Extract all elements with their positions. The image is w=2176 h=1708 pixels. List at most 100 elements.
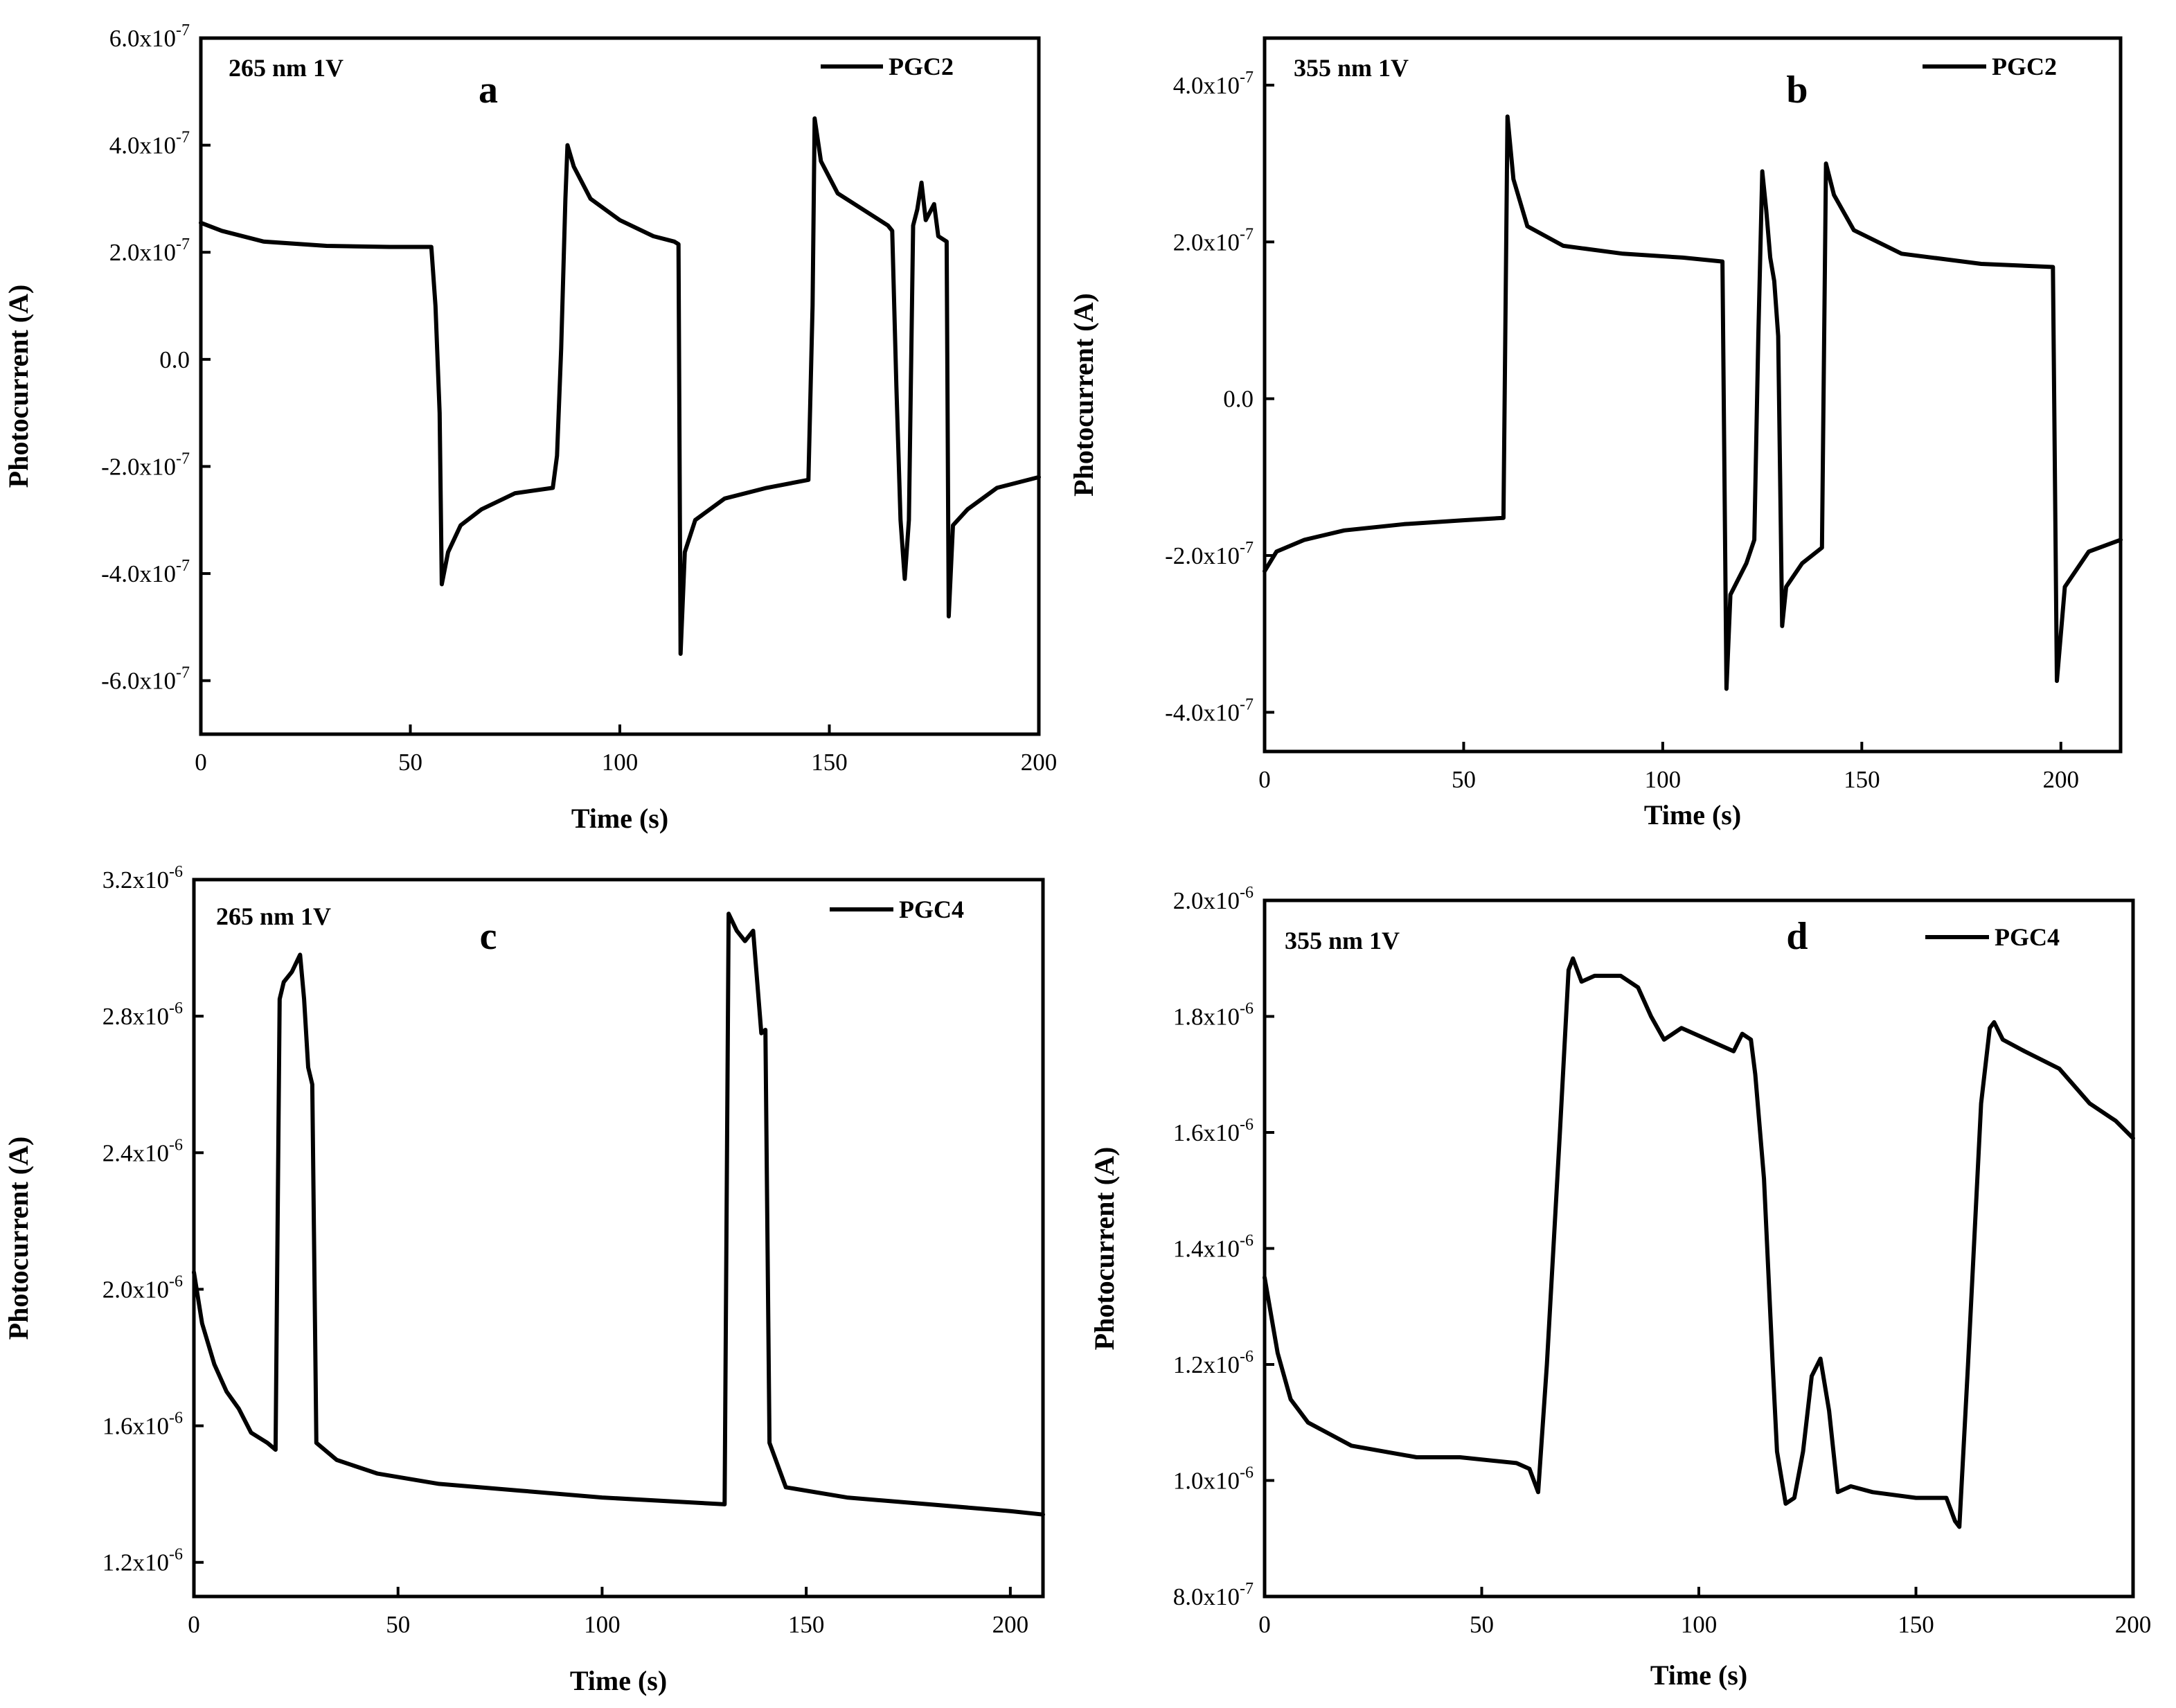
y-tick-mantissa: -4.0x10	[1165, 699, 1240, 726]
y-tick-label: 1.0x10-6	[1173, 1464, 1254, 1495]
y-tick-label: 0.0	[159, 346, 190, 373]
y-tick-label: -4.0x10-7	[101, 557, 190, 587]
y-tick-mantissa: 4.0x10	[1173, 72, 1240, 99]
x-tick-label: 200	[2043, 766, 2080, 793]
y-tick-mantissa: 8.0x10	[1173, 1583, 1240, 1610]
condition-annotation: 265 nm 1V	[229, 54, 344, 82]
y-tick-exponent: -6	[1240, 1232, 1254, 1250]
y-tick-mantissa: 2.4x10	[102, 1139, 169, 1166]
panel-letter: c	[480, 915, 497, 958]
x-axis-label: Time (s)	[1644, 799, 1741, 830]
y-tick-label: -6.0x10-7	[101, 664, 190, 695]
x-tick-label: 50	[1470, 1611, 1494, 1638]
panel-c: 0 50 100 150 2001.2x10-61.6x10-62.0x10-62.4x…	[3, 863, 1045, 1696]
y-tick-mantissa: -4.0x10	[101, 560, 176, 587]
y-tick-exponent: -6	[1240, 884, 1254, 902]
y-tick-label: 8.0x10-7	[1173, 1580, 1254, 1610]
y-tick-label: 2.0x10-7	[109, 235, 190, 266]
x-tick-label: 200	[2115, 1611, 2152, 1638]
legend-label: PGC4	[899, 896, 964, 923]
y-tick-exponent: -7	[176, 21, 190, 39]
y-tick-mantissa: 2.0x10	[109, 239, 176, 266]
y-tick-label: -2.0x10-7	[1165, 539, 1254, 569]
y-tick-label: 1.8x10-6	[1173, 1000, 1254, 1031]
legend-label: PGC4	[1995, 923, 2060, 951]
x-tick-label: 100	[1681, 1611, 1718, 1638]
y-tick-mantissa: -2.0x10	[101, 453, 176, 480]
y-tick-label: 1.6x10-6	[102, 1409, 183, 1440]
condition-annotation: 265 nm 1V	[216, 902, 331, 930]
series-line-pgc2	[1263, 114, 2123, 691]
y-tick-mantissa: 4.0x10	[109, 132, 176, 159]
y-tick-exponent: -6	[169, 1409, 183, 1427]
panel-b: 0 50 100 150 200-4.0x10-7-2.0x10-70.02.0x10-…	[1068, 36, 2123, 830]
y-tick-exponent: -7	[1240, 69, 1254, 87]
y-tick-mantissa: 1.2x10	[1173, 1351, 1240, 1378]
y-axis-label: Photocurrent (A)	[1089, 1147, 1120, 1351]
y-tick-mantissa: -6.0x10	[101, 668, 176, 695]
y-tick-exponent: -7	[176, 129, 190, 147]
y-tick-label: 6.0x10-7	[109, 21, 190, 52]
y-tick-mantissa: 2.0x10	[1173, 229, 1240, 256]
panel-letter: b	[1786, 69, 1808, 112]
y-tick-mantissa: 1.2x10	[102, 1549, 169, 1576]
condition-annotation: 355 nm 1V	[1294, 54, 1409, 82]
plot-frame	[192, 878, 1045, 1599]
panel-d: 0 50 100 150 2008.0x10-71.0x10-61.2x10-61.4x…	[1089, 884, 2151, 1691]
y-tick-mantissa: 0.0	[159, 346, 190, 373]
y-tick-mantissa: 1.4x10	[1173, 1236, 1240, 1263]
y-tick-label: 4.0x10-7	[109, 129, 190, 159]
y-tick-label: 1.2x10-6	[1173, 1348, 1254, 1378]
y-tick-label: -4.0x10-7	[1165, 695, 1254, 726]
y-tick-exponent: -6	[1240, 1348, 1254, 1366]
y-tick-exponent: -6	[169, 999, 183, 1017]
panel-letter: d	[1786, 915, 1808, 958]
panel-a: 0 50 100 150 200-6.0x10-7-4.0x10-7-2.0x10-70…	[3, 21, 1057, 834]
y-tick-exponent: -7	[176, 664, 190, 682]
y-tick-mantissa: -2.0x10	[1165, 542, 1240, 569]
y-tick-mantissa: 0.0	[1223, 386, 1254, 413]
x-tick-label: 0	[1258, 766, 1271, 793]
y-tick-label: 0.0	[1223, 386, 1254, 413]
y-tick-label: 4.0x10-7	[1173, 69, 1254, 99]
y-tick-mantissa: 2.0x10	[102, 1276, 169, 1303]
legend-label: PGC2	[1992, 53, 2057, 80]
x-tick-label: 0	[188, 1611, 200, 1638]
y-tick-exponent: -6	[1240, 1464, 1254, 1482]
y-tick-exponent: -7	[176, 557, 190, 575]
plot-frame	[1263, 36, 2123, 754]
y-tick-exponent: -7	[1240, 539, 1254, 557]
y-tick-mantissa: 2.8x10	[102, 1003, 169, 1030]
x-tick-label: 50	[1452, 766, 1476, 793]
y-tick-label: 2.4x10-6	[102, 1136, 183, 1166]
y-tick-mantissa: 2.0x10	[1173, 887, 1240, 914]
x-tick-label: 0	[195, 749, 207, 776]
y-tick-label: 1.2x10-6	[102, 1546, 183, 1576]
panel-letter: a	[479, 69, 498, 112]
x-tick-label: 100	[602, 749, 639, 776]
y-tick-mantissa: 1.8x10	[1173, 1004, 1240, 1031]
series-line-pgc2	[199, 116, 1041, 656]
series-line-pgc4	[1263, 956, 2135, 1529]
x-tick-label: 200	[992, 1611, 1029, 1638]
plot-frame	[199, 36, 1041, 736]
plot-frame	[1263, 898, 2135, 1599]
y-tick-label: 2.0x10-7	[1173, 225, 1254, 256]
y-tick-exponent: -7	[1240, 225, 1254, 243]
x-tick-label: 200	[1021, 749, 1058, 776]
x-axis-label: Time (s)	[571, 803, 668, 834]
y-tick-exponent: -6	[169, 1546, 183, 1564]
x-axis-label: Time (s)	[1650, 1660, 1747, 1691]
y-tick-label: 2.0x10-6	[1173, 884, 1254, 914]
y-tick-mantissa: 3.2x10	[102, 866, 169, 893]
y-tick-exponent: -6	[1240, 1116, 1254, 1134]
x-tick-label: 150	[811, 749, 848, 776]
y-tick-exponent: -6	[169, 863, 183, 881]
y-tick-mantissa: 1.6x10	[102, 1413, 169, 1440]
y-tick-mantissa: 6.0x10	[109, 25, 176, 52]
y-axis-label: Photocurrent (A)	[3, 1137, 34, 1340]
y-tick-label: -2.0x10-7	[101, 450, 190, 480]
x-tick-label: 100	[1645, 766, 1682, 793]
y-axis-label: Photocurrent (A)	[3, 285, 34, 488]
